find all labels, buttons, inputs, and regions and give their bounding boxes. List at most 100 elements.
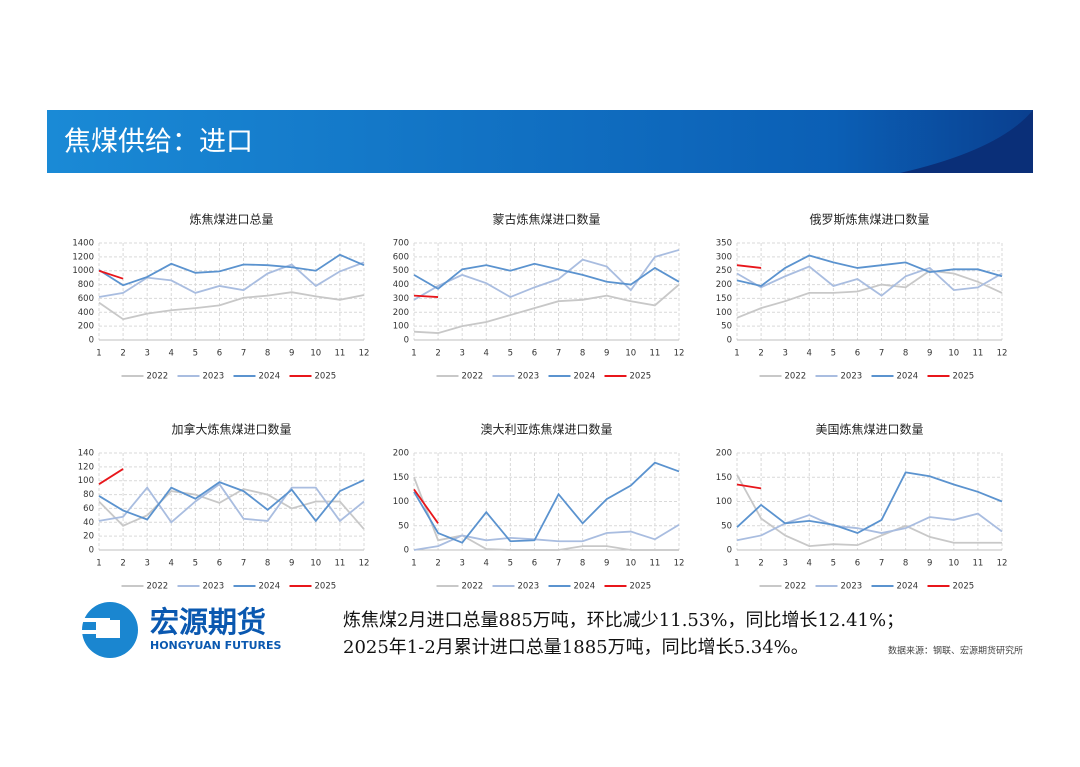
legend-label: 2024: [259, 582, 281, 592]
y-tick-label: 140: [78, 449, 94, 459]
x-tick-label: 5: [508, 559, 513, 569]
legend-label: 2022: [147, 372, 169, 382]
x-tick-label: 8: [580, 559, 585, 569]
x-tick-label: 11: [649, 559, 660, 569]
x-tick-label: 10: [948, 559, 959, 569]
legend-label: 2025: [953, 372, 975, 382]
y-tick-label: 300: [393, 294, 409, 304]
x-tick-label: 10: [310, 559, 321, 569]
summary-line: 炼焦煤2月进口总量885万吨，环比减少11.53%，同比增长12.41%；: [343, 610, 904, 631]
x-tick-label: 3: [144, 349, 149, 359]
x-tick-label: 2: [120, 349, 125, 359]
series-line: [736, 474, 1002, 548]
y-tick-label: 100: [716, 497, 732, 507]
y-tick-label: 0: [89, 336, 94, 346]
x-tick-label: 9: [604, 559, 609, 569]
x-tick-label: 11: [972, 349, 983, 359]
series-line: [98, 269, 124, 280]
legend-label: 2022: [462, 582, 484, 592]
series-line: [736, 471, 1003, 535]
y-tick-label: 1000: [72, 266, 94, 276]
x-tick-label: 12: [674, 349, 685, 359]
x-tick-label: 12: [997, 349, 1008, 359]
legend-label: 2023: [841, 372, 863, 382]
logo-name: 宏源期货: [150, 605, 266, 639]
x-tick-label: 7: [879, 559, 884, 569]
legend-label: 2025: [630, 582, 652, 592]
x-tick-label: 3: [782, 349, 787, 359]
y-tick-label: 250: [716, 266, 732, 276]
series-line: [736, 264, 762, 269]
x-tick-label: 10: [625, 349, 636, 359]
y-tick-label: 0: [727, 546, 732, 556]
legend-label: 2025: [315, 582, 337, 592]
x-tick-label: 5: [193, 349, 198, 359]
x-tick-label: 8: [903, 559, 908, 569]
series-line: [98, 479, 365, 523]
x-tick-label: 6: [217, 349, 222, 359]
x-tick-label: 12: [359, 349, 370, 359]
x-tick-label: 4: [169, 559, 174, 569]
series-line: [413, 461, 680, 544]
legend-label: 2023: [203, 582, 225, 592]
y-tick-label: 0: [727, 336, 732, 346]
x-tick-label: 2: [435, 349, 440, 359]
x-tick-label: 8: [903, 349, 908, 359]
y-tick-label: 150: [716, 294, 732, 304]
y-tick-label: 50: [721, 521, 732, 531]
y-tick-label: 80: [83, 490, 94, 500]
chart-title: 加拿大炼焦煤进口数量: [171, 422, 291, 437]
y-tick-label: 0: [404, 546, 409, 556]
y-tick-label: 0: [404, 336, 409, 346]
x-tick-label: 11: [649, 349, 660, 359]
series-line: [98, 291, 365, 321]
x-tick-label: 11: [972, 559, 983, 569]
series-line: [413, 294, 439, 298]
y-tick-label: 50: [721, 322, 732, 332]
y-tick-label: 400: [78, 308, 94, 318]
y-tick-label: 40: [83, 518, 94, 528]
y-tick-label: 600: [393, 252, 409, 262]
logo-stripe: [70, 630, 110, 634]
x-tick-label: 2: [120, 559, 125, 569]
chart-title: 炼焦煤进口总量: [189, 212, 273, 227]
legend-label: 2022: [147, 582, 169, 592]
series-line: [736, 269, 1003, 319]
x-tick-label: 2: [758, 349, 763, 359]
x-tick-label: 7: [879, 349, 884, 359]
x-tick-label: 1: [734, 559, 739, 569]
series-line: [736, 254, 1003, 287]
legend-label: 2024: [574, 372, 596, 382]
y-tick-label: 100: [716, 308, 732, 318]
x-tick-label: 4: [484, 349, 489, 359]
y-tick-label: 50: [398, 521, 409, 531]
x-tick-label: 1: [96, 559, 101, 569]
y-tick-label: 500: [393, 266, 409, 276]
x-tick-label: 11: [334, 559, 345, 569]
header-bar: [47, 110, 1033, 173]
chart-title: 俄罗斯炼焦煤进口数量: [809, 212, 929, 227]
x-tick-label: 1: [96, 349, 101, 359]
y-tick-label: 100: [393, 322, 409, 332]
y-tick-label: 200: [393, 308, 409, 318]
x-tick-label: 2: [435, 559, 440, 569]
x-tick-label: 9: [289, 559, 294, 569]
x-tick-label: 8: [265, 349, 270, 359]
x-tick-label: 4: [484, 559, 489, 569]
legend-label: 2023: [841, 582, 863, 592]
x-tick-label: 5: [831, 349, 836, 359]
header-swoosh: [900, 110, 1033, 173]
legend-label: 2024: [574, 582, 596, 592]
source: 数据来源：钢联、宏源期货研究所: [888, 645, 1023, 657]
y-tick-label: 150: [716, 473, 732, 483]
legend-label: 2024: [259, 372, 281, 382]
x-tick-label: 6: [532, 349, 537, 359]
x-tick-label: 12: [674, 559, 685, 569]
header-title: 焦煤供给：进口: [64, 127, 253, 158]
x-tick-label: 3: [459, 349, 464, 359]
chart-title: 蒙古炼焦煤进口数量: [492, 212, 600, 227]
x-tick-label: 1: [411, 349, 416, 359]
series-line: [736, 512, 1003, 542]
series-line: [98, 261, 365, 298]
